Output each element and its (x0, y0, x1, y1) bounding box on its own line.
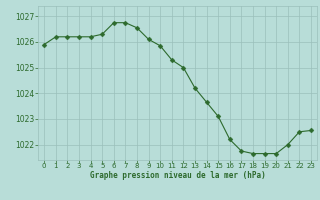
X-axis label: Graphe pression niveau de la mer (hPa): Graphe pression niveau de la mer (hPa) (90, 171, 266, 180)
